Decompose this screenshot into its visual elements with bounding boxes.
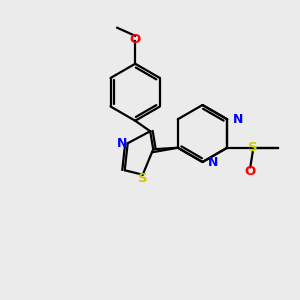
Text: O: O <box>130 33 141 46</box>
Text: S: S <box>138 172 148 185</box>
Text: O: O <box>245 165 256 178</box>
Text: N: N <box>208 155 218 169</box>
Text: N: N <box>232 113 243 126</box>
Text: S: S <box>248 141 257 154</box>
Text: N: N <box>116 137 127 150</box>
